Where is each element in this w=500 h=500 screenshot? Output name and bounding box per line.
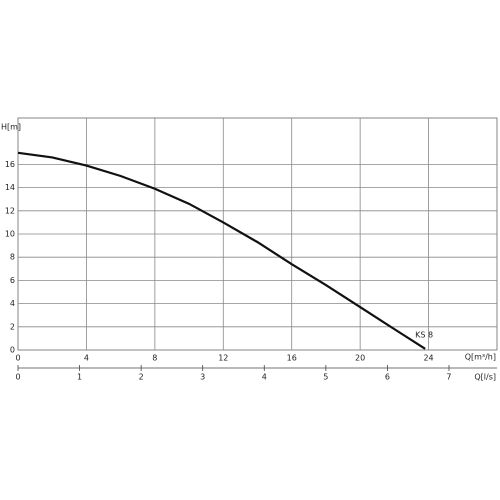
y-tick-label: 6 [10,276,15,285]
y-tick-label: 12 [5,206,15,215]
x2-tick-label: 7 [446,373,451,382]
x-tick-label: 16 [287,354,297,363]
x2-tick-label: 0 [15,373,20,382]
x-tick-label: 0 [15,354,20,363]
y-tick-label: 10 [5,230,15,239]
series-label: KS 8 [415,330,433,339]
y-tick-label: 2 [10,322,15,331]
x-tick-label: 12 [218,354,228,363]
y-tick-label: 4 [10,299,15,308]
curve [17,151,426,350]
x-tick-label: 4 [84,354,89,363]
x-tick-label: 24 [423,354,433,363]
x2-tick-label: 1 [77,373,82,382]
x-tick-label: 20 [355,354,365,363]
x-tick-label: 8 [152,354,157,363]
x2-axis-label: Q[l/s] [474,373,496,382]
y-tick-label: 14 [5,183,15,192]
x-axis-label: Q[m³/h] [465,353,496,362]
y-tick-label: 0 [10,346,15,355]
y-tick-label: 8 [10,253,15,262]
x2-tick-label: 4 [262,373,267,382]
y-tick-label: 16 [5,160,15,169]
x2-tick-label: 5 [323,373,328,382]
x2-tick-label: 3 [200,373,205,382]
y-axis-label: H[m] [1,123,21,132]
x2-tick-label: 6 [385,373,390,382]
x2-tick-label: 2 [139,373,144,382]
